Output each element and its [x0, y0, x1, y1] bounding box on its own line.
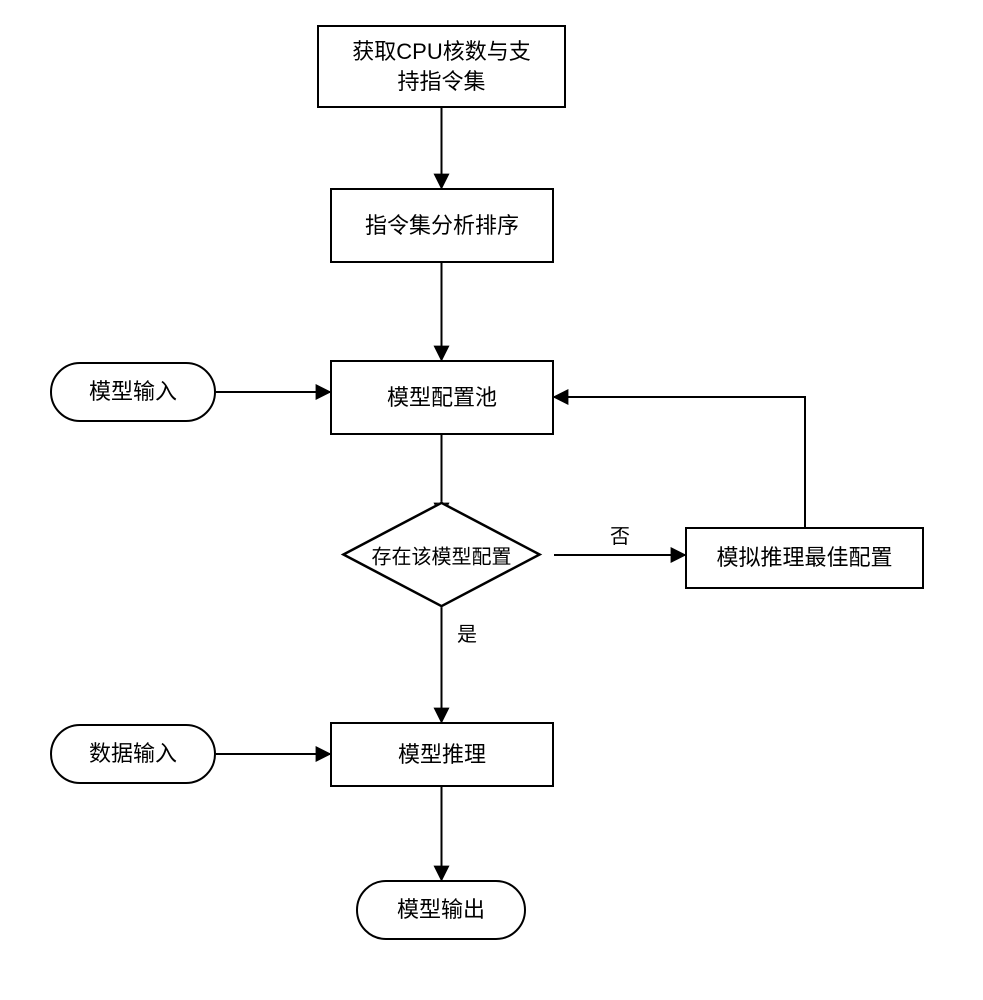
node-label: 数据输入	[89, 739, 177, 769]
node-get-cpu: 获取CPU核数与支持指令集	[317, 25, 566, 108]
node-label: 模型输入	[89, 377, 177, 407]
node-model-input: 模型输入	[50, 362, 216, 422]
node-label: 存在该模型配置	[367, 540, 517, 569]
node-config-pool: 模型配置池	[330, 360, 554, 435]
node-label: 模型推理	[398, 740, 486, 770]
node-model-output: 模型输出	[356, 880, 526, 940]
node-model-inference: 模型推理	[330, 722, 554, 787]
node-data-input: 数据输入	[50, 724, 216, 784]
edge-label-no: 否	[605, 520, 635, 549]
node-label: 模拟推理最佳配置	[716, 543, 892, 573]
flowchart-canvas: 获取CPU核数与支持指令集 指令集分析排序 模型配置池 存在该模型配置 模拟推理…	[0, 0, 983, 1000]
node-label: 模型配置池	[387, 383, 497, 413]
edges-layer	[0, 0, 983, 1000]
node-label: 获取CPU核数与支持指令集	[352, 37, 530, 96]
edge-label-yes: 是	[452, 618, 482, 647]
node-instruction-sort: 指令集分析排序	[330, 188, 554, 263]
node-decision-config-exists: 存在该模型配置	[404, 517, 479, 592]
node-simulate-best-config: 模拟推理最佳配置	[685, 527, 924, 589]
node-label: 模型输出	[397, 895, 485, 925]
node-label: 指令集分析排序	[365, 211, 519, 241]
